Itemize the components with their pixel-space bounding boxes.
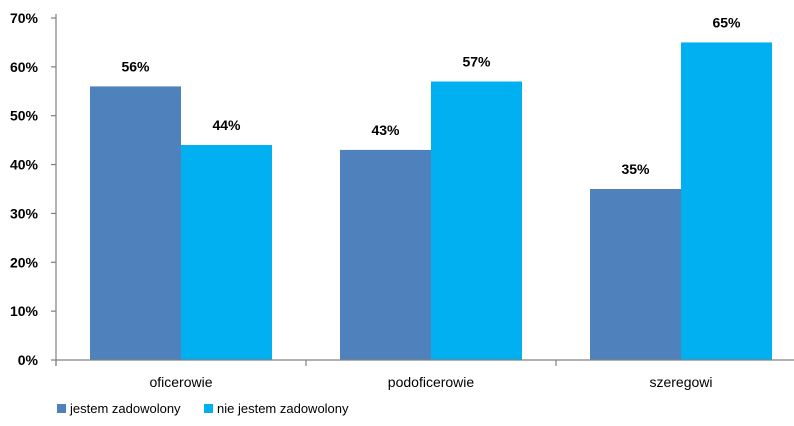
bar-podoficerowie-series-1 bbox=[431, 81, 522, 360]
x-axis-labels: oficerowie podoficerowie szeregowi bbox=[55, 360, 713, 390]
data-labels: 56% 44% 43% 57% 35% 65% bbox=[121, 14, 741, 177]
y-axis-ticks: 0% 10% 20% 30% 40% 50% 60% 70% bbox=[10, 10, 56, 368]
bar-szeregowi-series-1 bbox=[681, 42, 772, 361]
bar-oficerowie-series-1 bbox=[181, 145, 272, 360]
y-tick-label: 30% bbox=[10, 205, 39, 221]
y-tick-label: 50% bbox=[10, 108, 39, 124]
data-label: 43% bbox=[371, 122, 400, 138]
x-category-label: szeregowi bbox=[649, 374, 712, 390]
legend-label: nie jestem zadowolony bbox=[217, 401, 349, 416]
y-tick-label: 40% bbox=[10, 157, 39, 173]
legend: jestem zadowolony nie jestem zadowolony bbox=[57, 401, 349, 416]
y-tick-label: 0% bbox=[18, 352, 39, 368]
legend-swatch bbox=[57, 404, 66, 413]
data-label: 44% bbox=[212, 117, 241, 133]
bar-podoficerowie-series-0 bbox=[340, 149, 431, 360]
data-label: 65% bbox=[712, 14, 741, 30]
data-label: 56% bbox=[121, 58, 150, 74]
data-label: 35% bbox=[621, 161, 650, 177]
bar-szeregowi-series-0 bbox=[590, 189, 681, 360]
y-tick-label: 20% bbox=[10, 254, 39, 270]
y-tick-label: 60% bbox=[10, 59, 39, 75]
legend-label: jestem zadowolony bbox=[69, 401, 181, 416]
legend-swatch bbox=[204, 404, 213, 413]
x-category-label: podoficerowie bbox=[388, 374, 475, 390]
y-tick-label: 10% bbox=[10, 303, 39, 319]
data-label: 57% bbox=[462, 54, 491, 70]
x-category-label: oficerowie bbox=[149, 374, 212, 390]
bars bbox=[90, 42, 772, 361]
bar-oficerowie-series-0 bbox=[90, 86, 181, 361]
y-tick-label: 70% bbox=[10, 10, 39, 26]
